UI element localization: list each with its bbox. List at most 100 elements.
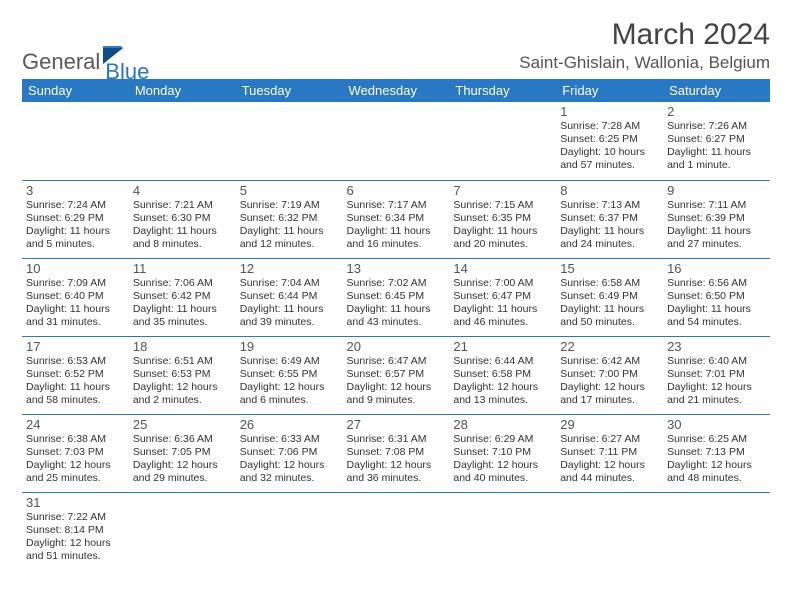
calendar-cell: 15Sunrise: 6:58 AMSunset: 6:49 PMDayligh… bbox=[556, 258, 663, 336]
calendar-cell: 2Sunrise: 7:26 AMSunset: 6:27 PMDaylight… bbox=[663, 102, 770, 180]
sunset: Sunset: 7:03 PM bbox=[26, 446, 125, 459]
daylight: Daylight: 12 hours and 51 minutes. bbox=[26, 537, 125, 563]
sunset: Sunset: 7:10 PM bbox=[453, 446, 552, 459]
day-number: 3 bbox=[26, 183, 125, 198]
calendar-cell bbox=[236, 492, 343, 570]
day-info: Sunrise: 6:38 AMSunset: 7:03 PMDaylight:… bbox=[26, 433, 125, 486]
day-number: 11 bbox=[133, 261, 232, 276]
daylight: Daylight: 10 hours and 57 minutes. bbox=[560, 146, 659, 172]
sunrise: Sunrise: 7:06 AM bbox=[133, 277, 232, 290]
calendar-cell: 17Sunrise: 6:53 AMSunset: 6:52 PMDayligh… bbox=[22, 336, 129, 414]
calendar-cell: 8Sunrise: 7:13 AMSunset: 6:37 PMDaylight… bbox=[556, 180, 663, 258]
day-number: 8 bbox=[560, 183, 659, 198]
calendar-cell: 31Sunrise: 7:22 AMSunset: 8:14 PMDayligh… bbox=[22, 492, 129, 570]
day-info: Sunrise: 6:47 AMSunset: 6:57 PMDaylight:… bbox=[347, 355, 446, 408]
sunset: Sunset: 6:34 PM bbox=[347, 212, 446, 225]
day-info: Sunrise: 6:33 AMSunset: 7:06 PMDaylight:… bbox=[240, 433, 339, 486]
daylight: Daylight: 11 hours and 24 minutes. bbox=[560, 225, 659, 251]
sunset: Sunset: 6:42 PM bbox=[133, 290, 232, 303]
day-info: Sunrise: 7:15 AMSunset: 6:35 PMDaylight:… bbox=[453, 199, 552, 252]
calendar-cell: 11Sunrise: 7:06 AMSunset: 6:42 PMDayligh… bbox=[129, 258, 236, 336]
day-header: Wednesday bbox=[343, 79, 450, 102]
daylight: Daylight: 11 hours and 16 minutes. bbox=[347, 225, 446, 251]
sunrise: Sunrise: 6:25 AM bbox=[667, 433, 766, 446]
sunrise: Sunrise: 7:28 AM bbox=[560, 120, 659, 133]
calendar-cell bbox=[343, 102, 450, 180]
day-info: Sunrise: 6:58 AMSunset: 6:49 PMDaylight:… bbox=[560, 277, 659, 330]
title-block: March 2024 Saint-Ghislain, Wallonia, Bel… bbox=[519, 18, 770, 73]
calendar-cell: 18Sunrise: 6:51 AMSunset: 6:53 PMDayligh… bbox=[129, 336, 236, 414]
sunrise: Sunrise: 7:19 AM bbox=[240, 199, 339, 212]
sunrise: Sunrise: 6:42 AM bbox=[560, 355, 659, 368]
header: General Blue March 2024 Saint-Ghislain, … bbox=[22, 18, 770, 73]
daylight: Daylight: 11 hours and 58 minutes. bbox=[26, 381, 125, 407]
daylight: Daylight: 12 hours and 29 minutes. bbox=[133, 459, 232, 485]
sunrise: Sunrise: 7:04 AM bbox=[240, 277, 339, 290]
day-number: 13 bbox=[347, 261, 446, 276]
day-number: 2 bbox=[667, 104, 766, 119]
day-number: 31 bbox=[26, 495, 125, 510]
day-info: Sunrise: 6:44 AMSunset: 6:58 PMDaylight:… bbox=[453, 355, 552, 408]
sunrise: Sunrise: 7:17 AM bbox=[347, 199, 446, 212]
day-info: Sunrise: 7:26 AMSunset: 6:27 PMDaylight:… bbox=[667, 120, 766, 173]
calendar-cell: 20Sunrise: 6:47 AMSunset: 6:57 PMDayligh… bbox=[343, 336, 450, 414]
daylight: Daylight: 11 hours and 31 minutes. bbox=[26, 303, 125, 329]
sunset: Sunset: 6:39 PM bbox=[667, 212, 766, 225]
sunset: Sunset: 6:37 PM bbox=[560, 212, 659, 225]
sunset: Sunset: 7:08 PM bbox=[347, 446, 446, 459]
sunrise: Sunrise: 6:33 AM bbox=[240, 433, 339, 446]
logo: General Blue bbox=[22, 37, 149, 73]
day-info: Sunrise: 6:36 AMSunset: 7:05 PMDaylight:… bbox=[133, 433, 232, 486]
daylight: Daylight: 12 hours and 13 minutes. bbox=[453, 381, 552, 407]
day-number: 24 bbox=[26, 417, 125, 432]
sunrise: Sunrise: 7:26 AM bbox=[667, 120, 766, 133]
day-info: Sunrise: 6:27 AMSunset: 7:11 PMDaylight:… bbox=[560, 433, 659, 486]
sunrise: Sunrise: 7:21 AM bbox=[133, 199, 232, 212]
daylight: Daylight: 12 hours and 48 minutes. bbox=[667, 459, 766, 485]
daylight: Daylight: 11 hours and 12 minutes. bbox=[240, 225, 339, 251]
day-number: 1 bbox=[560, 104, 659, 119]
sunrise: Sunrise: 7:22 AM bbox=[26, 511, 125, 524]
sunrise: Sunrise: 6:36 AM bbox=[133, 433, 232, 446]
day-number: 19 bbox=[240, 339, 339, 354]
daylight: Daylight: 11 hours and 50 minutes. bbox=[560, 303, 659, 329]
daylight: Daylight: 12 hours and 9 minutes. bbox=[347, 381, 446, 407]
day-number: 29 bbox=[560, 417, 659, 432]
sunrise: Sunrise: 6:51 AM bbox=[133, 355, 232, 368]
daylight: Daylight: 12 hours and 44 minutes. bbox=[560, 459, 659, 485]
day-info: Sunrise: 6:29 AMSunset: 7:10 PMDaylight:… bbox=[453, 433, 552, 486]
calendar-cell: 3Sunrise: 7:24 AMSunset: 6:29 PMDaylight… bbox=[22, 180, 129, 258]
daylight: Daylight: 11 hours and 5 minutes. bbox=[26, 225, 125, 251]
day-info: Sunrise: 6:51 AMSunset: 6:53 PMDaylight:… bbox=[133, 355, 232, 408]
daylight: Daylight: 11 hours and 39 minutes. bbox=[240, 303, 339, 329]
day-number: 23 bbox=[667, 339, 766, 354]
calendar-cell: 26Sunrise: 6:33 AMSunset: 7:06 PMDayligh… bbox=[236, 414, 343, 492]
sunrise: Sunrise: 6:53 AM bbox=[26, 355, 125, 368]
sunset: Sunset: 6:49 PM bbox=[560, 290, 659, 303]
sunset: Sunset: 6:52 PM bbox=[26, 368, 125, 381]
calendar-cell: 14Sunrise: 7:00 AMSunset: 6:47 PMDayligh… bbox=[449, 258, 556, 336]
sunset: Sunset: 6:25 PM bbox=[560, 133, 659, 146]
day-number: 5 bbox=[240, 183, 339, 198]
sunset: Sunset: 7:11 PM bbox=[560, 446, 659, 459]
sunrise: Sunrise: 7:24 AM bbox=[26, 199, 125, 212]
day-number: 4 bbox=[133, 183, 232, 198]
sunrise: Sunrise: 7:02 AM bbox=[347, 277, 446, 290]
day-info: Sunrise: 7:04 AMSunset: 6:44 PMDaylight:… bbox=[240, 277, 339, 330]
calendar-cell: 12Sunrise: 7:04 AMSunset: 6:44 PMDayligh… bbox=[236, 258, 343, 336]
sunrise: Sunrise: 7:15 AM bbox=[453, 199, 552, 212]
sunrise: Sunrise: 7:00 AM bbox=[453, 277, 552, 290]
day-info: Sunrise: 7:11 AMSunset: 6:39 PMDaylight:… bbox=[667, 199, 766, 252]
day-number: 6 bbox=[347, 183, 446, 198]
day-number: 28 bbox=[453, 417, 552, 432]
location: Saint-Ghislain, Wallonia, Belgium bbox=[519, 53, 770, 73]
calendar-cell: 6Sunrise: 7:17 AMSunset: 6:34 PMDaylight… bbox=[343, 180, 450, 258]
sunrise: Sunrise: 6:29 AM bbox=[453, 433, 552, 446]
calendar-cell bbox=[556, 492, 663, 570]
day-number: 30 bbox=[667, 417, 766, 432]
daylight: Daylight: 11 hours and 20 minutes. bbox=[453, 225, 552, 251]
day-info: Sunrise: 6:31 AMSunset: 7:08 PMDaylight:… bbox=[347, 433, 446, 486]
daylight: Daylight: 12 hours and 6 minutes. bbox=[240, 381, 339, 407]
sunrise: Sunrise: 7:09 AM bbox=[26, 277, 125, 290]
sunset: Sunset: 6:47 PM bbox=[453, 290, 552, 303]
